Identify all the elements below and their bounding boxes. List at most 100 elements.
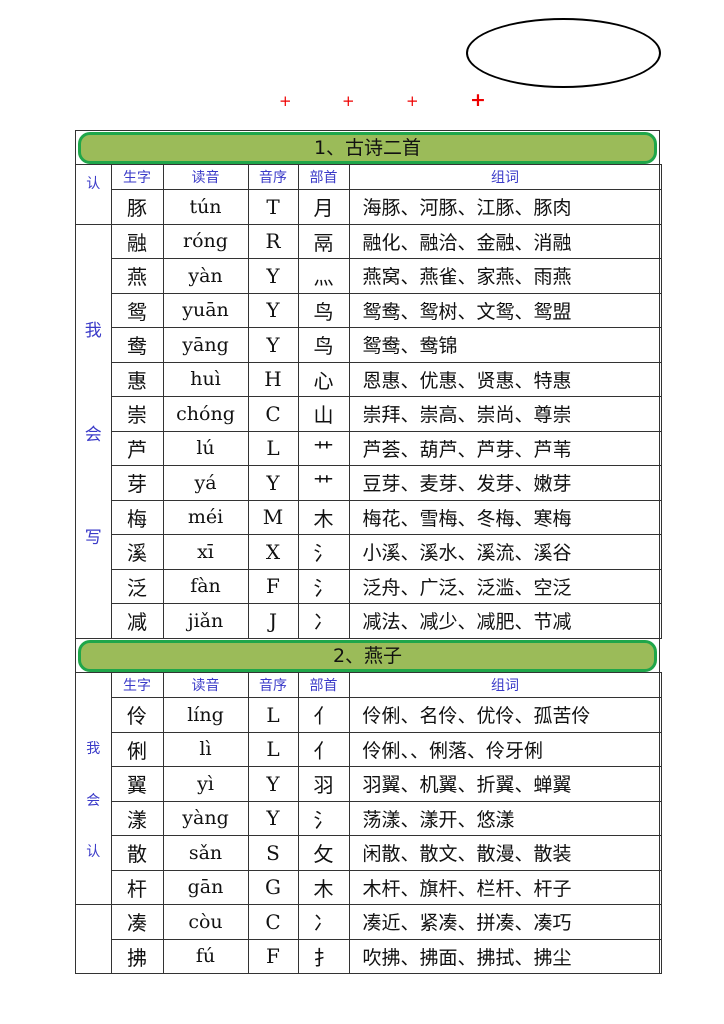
pinyin-cell: còu [162, 904, 249, 940]
initial-cell: C [247, 904, 299, 940]
radical-cell: 氵 [297, 568, 350, 604]
radical-cell: 冫 [297, 603, 350, 639]
group-label: 认 [86, 176, 101, 192]
character-cell: 杆 [110, 869, 164, 905]
pinyin-cell: yì [162, 766, 249, 802]
words-cell: 豆芽、麦芽、发芽、嫩芽 [348, 465, 662, 501]
radical-cell: 心 [297, 361, 350, 397]
pinyin-cell: líng [162, 697, 249, 733]
radical-cell: 亻 [297, 731, 350, 767]
pinyin-cell: yá [162, 465, 249, 501]
pinyin-cell: chóng [162, 396, 249, 432]
table-row: 崇 chóng C 山崇拜、崇高、崇尚、尊崇 [76, 396, 662, 432]
radical-cell: 氵 [297, 800, 350, 836]
character-cell: 崇 [110, 396, 164, 432]
table-row: 拂 fú F 扌吹拂、拂面、拂拭、拂尘 [76, 938, 662, 974]
initial-cell: S [247, 835, 299, 871]
words-cell: 小溪、溪水、溪流、溪谷 [348, 534, 662, 570]
pinyin-cell: lì [162, 731, 249, 767]
initial-cell: L [247, 430, 299, 466]
pinyin-cell: xī [162, 534, 249, 570]
character-cell: 拂 [110, 938, 164, 974]
column-header: 读音 [162, 164, 249, 190]
section-1: 1、古诗二首认生字 读音 音序 部首 组词豚 tún T 月海豚、河豚、江豚、豚肉我会写融 ró… [75, 130, 662, 639]
character-cell: 燕 [110, 258, 164, 294]
words-cell: 羽翼、机翼、折翼、蝉翼 [348, 766, 662, 802]
character-cell: 梅 [110, 499, 164, 535]
initial-cell: Y [247, 465, 299, 501]
words-cell: 崇拜、崇高、崇尚、尊崇 [348, 396, 662, 432]
radical-cell: 木 [297, 869, 350, 905]
table-row: 凑 còu C 冫凑近、紧凑、拼凑、凑巧 [76, 904, 662, 974]
plus-mark: + [470, 89, 486, 111]
column-header: 部首 [297, 164, 350, 190]
words-cell: 燕窝、燕雀、家燕、雨燕 [348, 258, 662, 294]
character-cell: 鸳 [110, 292, 164, 328]
radical-cell: 羽 [297, 766, 350, 802]
character-cell: 鸯 [110, 327, 164, 363]
column-header: 音序 [247, 672, 299, 698]
radical-cell: 鸟 [297, 292, 350, 328]
section-title-band: 2、燕子 [76, 638, 659, 672]
character-cell: 俐 [110, 731, 164, 767]
table-row: 鸯 yāng Y 鸟鸳鸯、鸯锦 [76, 327, 662, 363]
section-title: 2、燕子 [78, 640, 657, 672]
words-cell: 恩惠、优惠、贤惠、特惠 [348, 361, 662, 397]
character-cell: 惠 [110, 361, 164, 397]
words-cell: 泛舟、广泛、泛滥、空泛 [348, 568, 662, 604]
group-label: 我 [84, 321, 102, 341]
character-cell: 溪 [110, 534, 164, 570]
character-cell: 散 [110, 835, 164, 871]
initial-cell: F [247, 568, 299, 604]
words-cell: 伶俐、名伶、优伶、孤苦伶 [348, 697, 662, 733]
pinyin-cell: lú [162, 430, 249, 466]
radical-cell: 艹 [297, 465, 350, 501]
words-cell: 吹拂、拂面、拂拭、拂尘 [348, 938, 662, 974]
group-label: 会 [84, 424, 102, 445]
table-row: 梅 méi M 木梅花、雪梅、冬梅、寒梅 [76, 499, 662, 535]
pinyin-cell: huì [162, 361, 249, 397]
radical-cell: 木 [297, 499, 350, 535]
words-cell: 梅花、雪梅、冬梅、寒梅 [348, 499, 662, 535]
column-header: 音序 [247, 164, 299, 190]
words-cell: 闲散、散文、散漫、散装 [348, 835, 662, 871]
header-row: 认生字 读音 音序 部首 组词 [76, 164, 662, 225]
table-row: 俐 lì L 亻伶俐、、俐落、伶牙俐 [76, 731, 662, 767]
table-row: 漾 yàng Y 氵荡漾、漾开、悠漾 [76, 800, 662, 836]
character-cell: 减 [110, 603, 164, 639]
table-row: 伶 líng L 亻伶俐、名伶、优伶、孤苦伶 [76, 697, 662, 733]
radical-cell: 亻 [297, 697, 350, 733]
pinyin-cell: jiǎn [162, 603, 249, 639]
words-cell: 鸳鸯、鸯锦 [348, 327, 662, 363]
pinyin-cell: gān [162, 869, 249, 905]
character-cell: 泛 [110, 568, 164, 604]
pinyin-cell: méi [162, 499, 249, 535]
initial-cell: Y [247, 766, 299, 802]
table-row: 芦 lú L 艹芦荟、葫芦、芦芽、芦苇 [76, 430, 662, 466]
pinyin-cell: tún [162, 189, 249, 225]
initial-cell: M [247, 499, 299, 535]
initial-cell: Y [247, 292, 299, 328]
group-label-cell: 我会写 [76, 223, 112, 639]
character-cell: 漾 [110, 800, 164, 836]
initial-cell: Y [247, 327, 299, 363]
radical-cell: 冫 [297, 904, 350, 940]
words-cell: 木杆、旗杆、栏杆、杆子 [348, 869, 662, 905]
words-cell: 荡漾、漾开、悠漾 [348, 800, 662, 836]
column-header: 部首 [297, 672, 350, 698]
vocab-table: 我会认生字 读音 音序 部首 组词伶 líng L 亻伶俐、名伶、优伶、孤苦伶俐 lì L 亻伶俐、… [76, 672, 662, 974]
ellipse-shape [466, 18, 661, 88]
radical-cell: 攵 [297, 835, 350, 871]
initial-cell: Y [247, 800, 299, 836]
pinyin-cell: fàn [162, 568, 249, 604]
words-cell: 融化、融洽、金融、消融 [348, 223, 662, 259]
table-row: 杆 gān G 木木杆、旗杆、栏杆、杆子 [76, 869, 662, 905]
pinyin-cell: róng [162, 223, 249, 259]
table-row: 芽 yá Y 艹豆芽、麦芽、发芽、嫩芽 [76, 465, 662, 501]
table-row: 惠 huì H 心恩惠、优惠、贤惠、特惠 [76, 361, 662, 397]
header-row: 我会认生字 读音 音序 部首 组词 [76, 672, 662, 905]
radical-cell: 山 [297, 396, 350, 432]
column-header: 生字 [110, 672, 164, 698]
section-title-band: 1、古诗二首 [76, 130, 659, 164]
group-label: 写 [84, 528, 102, 548]
